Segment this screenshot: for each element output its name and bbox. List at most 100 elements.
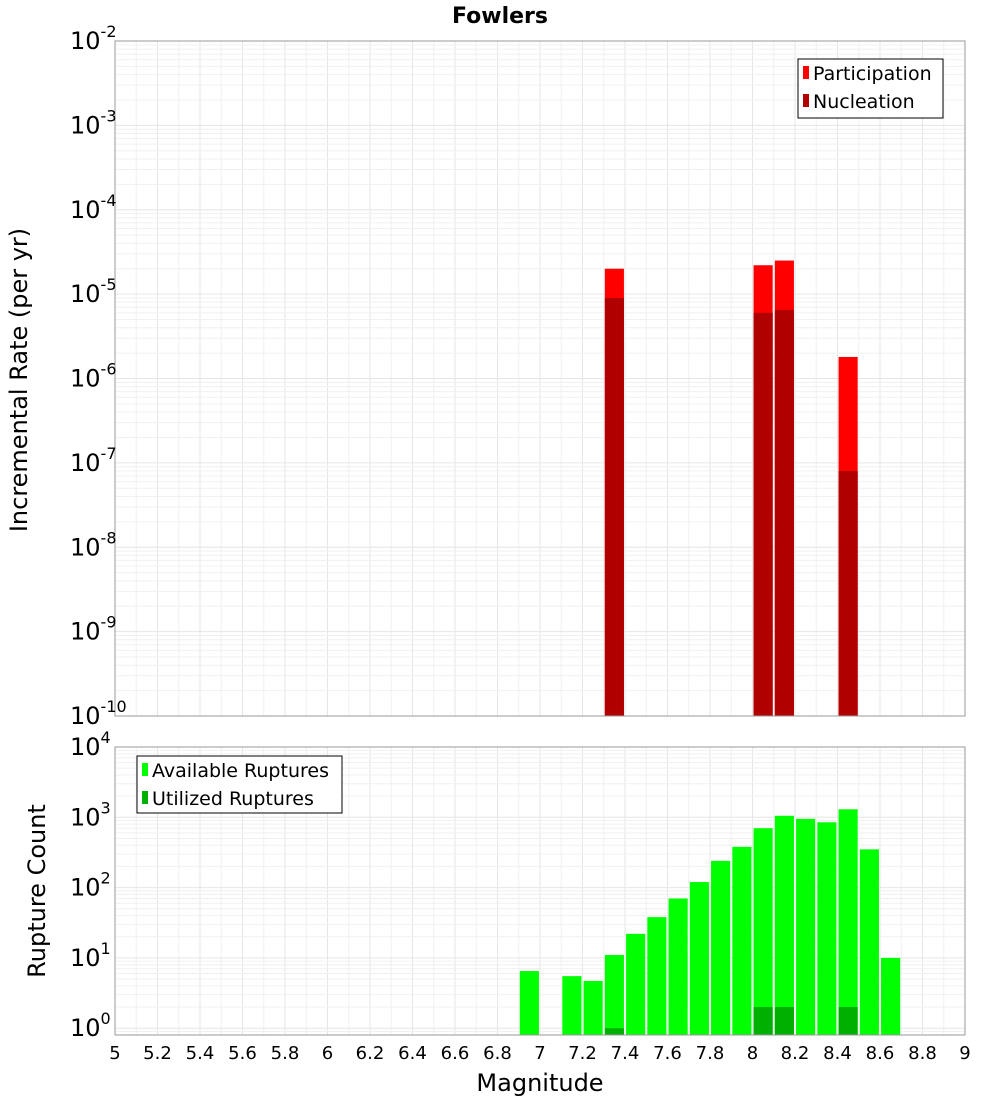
x-tick-label: 7.4 [611,1043,640,1064]
y-tick-label: 10-9 [70,613,117,646]
y-tick-exponent: -10 [101,697,127,716]
bar-nucleation [838,471,858,716]
x-tick-label: 6.2 [356,1043,385,1064]
bar-utilized-ruptures [604,1028,624,1035]
y-tick-base: 10 [70,944,101,972]
bar-available-ruptures [689,882,709,1035]
legend-label: Utilized Ruptures [152,788,314,810]
bar-utilized-ruptures [753,1007,773,1035]
x-tick-label: 6 [322,1043,333,1064]
bar-utilized-ruptures [838,1007,858,1035]
bar-available-ruptures [838,809,858,1035]
y-tick-exponent: 2 [101,869,111,888]
y-tick-label: 104 [70,728,111,761]
x-tick-label: 8 [747,1043,758,1064]
y-tick-label: 101 [70,939,111,972]
bar-available-ruptures [604,954,624,1035]
legend-label: Nucleation [813,91,915,113]
grid [114,40,966,717]
x-axis-label: Magnitude [476,1069,603,1097]
y-tick-base: 10 [70,365,101,393]
y-tick-exponent: -5 [101,275,117,294]
y-tick-exponent: 1 [101,939,111,958]
bar-available-ruptures [626,933,646,1035]
x-tick-label: 6.8 [483,1043,512,1064]
y-tick-exponent: -6 [101,360,117,379]
bar-available-ruptures [732,846,752,1035]
bar-available-ruptures [711,860,731,1035]
bar-available-ruptures [881,957,901,1035]
legend: Participation Nucleation [797,58,944,119]
y-tick-base: 10 [70,533,101,561]
y-tick-exponent: 0 [101,1009,111,1028]
y-tick-base: 10 [70,1014,101,1042]
y-tick-label: 10-7 [70,444,117,477]
x-tick-label: 8.2 [781,1043,810,1064]
bar-available-ruptures [668,898,688,1035]
y-tick-exponent: 4 [101,728,111,747]
bottom-y-axis-label: Rupture Count [23,804,51,978]
legend-swatch [142,791,148,804]
x-tick-label: 5 [109,1043,120,1064]
bar-available-ruptures [859,849,879,1035]
y-tick-exponent: -7 [101,444,117,463]
bar-available-ruptures [519,971,539,1035]
x-tick-label: 8.8 [908,1043,937,1064]
y-tick-exponent: -9 [101,613,117,632]
y-tick-label: 10-8 [70,528,117,561]
y-tick-exponent: -2 [101,22,117,41]
y-tick-label: 102 [70,869,111,902]
x-tick-label: 8.6 [866,1043,895,1064]
legend-label: Participation [813,63,932,85]
legend: Available Ruptures Utilized Ruptures [136,755,343,814]
y-tick-label: 10-5 [70,275,117,308]
legend-box [136,755,343,814]
legend-swatch [803,94,809,107]
y-tick-base: 10 [70,803,101,831]
bar-nucleation [604,297,624,716]
bottom-plot-frame [114,746,966,1036]
x-tick-label: 7.2 [568,1043,597,1064]
y-tick-base: 10 [70,618,101,646]
y-tick-base: 10 [70,196,101,224]
x-tick-label: 7 [534,1043,545,1064]
top-plot-frame [114,40,966,717]
bar-available-ruptures [753,828,773,1035]
y-tick-exponent: -3 [101,106,117,125]
x-tick-label: 5.2 [143,1043,172,1064]
bar-nucleation [753,312,773,716]
legend-swatch [803,66,809,79]
x-tick-label: 8.4 [823,1043,852,1064]
series-utilized-ruptures [604,1007,858,1035]
y-tick-base: 10 [70,702,101,730]
y-tick-label: 10-6 [70,360,117,393]
y-tick-base: 10 [70,733,101,761]
y-tick-base: 10 [70,111,101,139]
bar-utilized-ruptures [774,1007,794,1035]
legend-label: Available Ruptures [152,760,329,782]
x-tick-label: 5.4 [186,1043,215,1064]
series-nucleation [604,297,858,716]
x-tick-label: 5.8 [271,1043,300,1064]
top-y-axis-label: Incremental Rate (per yr) [5,228,33,532]
x-tick-label: 5.6 [228,1043,257,1064]
x-tick-label: 7.6 [653,1043,682,1064]
y-tick-base: 10 [70,449,101,477]
bar-available-ruptures [774,815,794,1035]
bar-available-ruptures [647,917,667,1035]
y-tick-base: 10 [70,27,101,55]
y-tick-base: 10 [70,874,101,902]
bar-nucleation [774,309,794,716]
y-tick-label: 10-10 [70,697,127,730]
y-tick-label: 103 [70,798,111,831]
series-available-ruptures [519,809,901,1035]
y-tick-label: 10-4 [70,191,117,224]
x-tick-label: 9 [959,1043,970,1064]
x-tick-label: 7.8 [696,1043,725,1064]
y-tick-label: 10-2 [70,22,117,55]
y-tick-exponent: -8 [101,528,117,547]
